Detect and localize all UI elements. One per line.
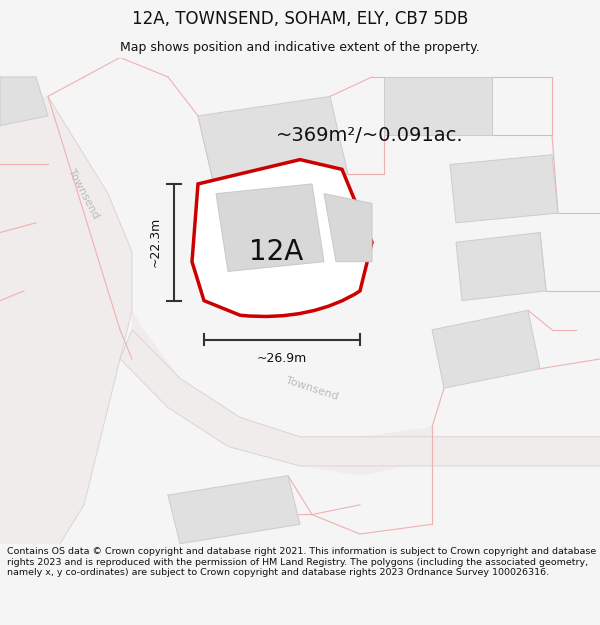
Text: Contains OS data © Crown copyright and database right 2021. This information is : Contains OS data © Crown copyright and d… [7, 548, 596, 577]
Polygon shape [384, 77, 492, 135]
Polygon shape [450, 155, 558, 223]
Text: 12A: 12A [249, 238, 303, 266]
Polygon shape [216, 184, 324, 271]
Text: ~369m²/~0.091ac.: ~369m²/~0.091ac. [276, 126, 464, 145]
Text: Map shows position and indicative extent of the property.: Map shows position and indicative extent… [120, 41, 480, 54]
Text: Townsend: Townsend [284, 375, 340, 401]
Polygon shape [432, 311, 540, 388]
Text: ~22.3m: ~22.3m [149, 217, 162, 268]
Polygon shape [132, 311, 432, 476]
Polygon shape [324, 194, 372, 262]
Text: Townsend: Townsend [67, 167, 101, 220]
Polygon shape [198, 96, 348, 194]
Polygon shape [0, 77, 48, 126]
PathPatch shape [192, 159, 372, 316]
Text: ~26.9m: ~26.9m [257, 352, 307, 364]
Polygon shape [456, 232, 546, 301]
Polygon shape [0, 96, 132, 544]
Polygon shape [120, 330, 600, 466]
Polygon shape [168, 476, 300, 544]
Text: 12A, TOWNSEND, SOHAM, ELY, CB7 5DB: 12A, TOWNSEND, SOHAM, ELY, CB7 5DB [132, 11, 468, 28]
